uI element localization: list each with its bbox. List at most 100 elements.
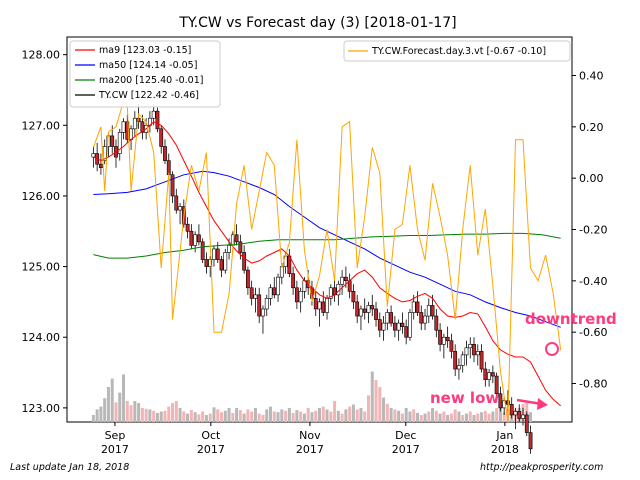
candle-body [268,287,273,299]
candle-body [524,414,529,433]
volume-bar [431,408,435,422]
volume-bar [110,378,114,422]
candle-body [490,372,495,377]
volume-bar [415,412,419,422]
x-tick-month: Dec [395,429,416,442]
volume-bar [235,408,239,422]
volume-bar [340,413,344,422]
candle-body [355,301,360,317]
candle-body [102,146,107,161]
candle-body [362,308,367,313]
volume-bar [220,412,224,422]
volume-bar [480,412,484,422]
volume-bar [351,404,355,422]
y-right-tick-label: -0.20 [579,224,607,237]
candle-body [430,305,435,317]
volume-bar [212,407,216,422]
candle-body [313,298,318,310]
x-tick-year: 2017 [101,443,129,456]
x-tick-month: Jan [495,429,513,442]
candle-body [193,234,198,246]
candle-body [129,128,133,140]
legend-entry-label: ma50 [124.14 -0.05] [99,60,197,71]
volume-bar [227,408,231,422]
volume-bar [446,415,450,422]
candle-body [528,432,533,450]
volume-bar [118,392,122,422]
y-right-tick-label: 0.00 [579,172,604,185]
candle-body [166,160,171,176]
volume-bar [483,410,487,422]
volume-bar [246,409,250,422]
volume-bar [261,415,265,422]
candle-body [438,329,442,345]
candle-body [483,368,488,380]
volume-bar [374,380,378,422]
volume-bar [472,415,476,422]
volume-bar [133,401,137,422]
volume-bar [502,412,506,422]
annotation-downtrend: downtrend [525,310,617,328]
volume-bar [272,411,276,422]
volume-bar [242,413,246,422]
candle-body [238,241,243,253]
candle-body [208,259,213,267]
candle-body [370,305,375,310]
candle-body [159,128,164,147]
y-left-tick-label: 127.00 [22,119,61,132]
volume-bar [99,406,103,422]
x-tick-month: Nov [299,429,321,442]
legend-left-frame [69,40,221,108]
candle-body [517,411,522,419]
volume-bar [423,413,427,422]
candle-body [449,340,454,352]
volume-bar [182,411,186,422]
x-tick-year: 2017 [197,443,225,456]
volume-bar [491,411,495,422]
y-left-tick-label: 128.00 [22,49,61,62]
volume-bar [404,408,408,422]
volume-bar [336,410,340,422]
volume-bar [385,403,389,422]
candle-body [392,322,397,331]
candle-body [174,195,179,211]
legend-entry-label: ma9 [123.03 -0.15] [99,45,191,56]
candlesticks [91,104,533,454]
volume-bar [231,412,235,422]
volume-bar [287,408,291,422]
candle-body [185,223,190,232]
candle-body [140,121,145,133]
series-line-ma9 [93,121,562,407]
volume-bar [253,408,257,422]
candle-body [317,301,322,310]
candle-body [426,305,431,317]
candle-body [227,245,231,253]
candle-body [223,252,228,271]
volume-bar [171,403,175,422]
volume-bar [178,408,182,422]
volume-bar [257,413,261,422]
x-tick-year: 2017 [392,443,420,456]
candle-body [389,312,394,324]
candle-body [99,163,103,168]
volume-bar [186,413,190,422]
candle-body [411,301,416,313]
chart-title: TY.CW vs Forecast day (3) [2018-01-17] [178,15,456,31]
volume-bars [91,371,533,422]
volume-bar [449,413,453,422]
candle-body [419,312,424,324]
candle-body [212,248,216,260]
downtrend-circle-marker [545,342,559,356]
volume-bar [193,412,197,422]
volume-bar [125,401,129,422]
volume-bar [529,412,533,422]
volume-bar [291,412,295,422]
candle-body [189,230,194,246]
y-right-tick-label: 0.40 [579,70,604,83]
candle-body [298,291,303,303]
new-low-arrow-head [537,398,548,410]
volume-bar [427,411,431,422]
y-right-tick-label: -0.40 [579,275,607,288]
